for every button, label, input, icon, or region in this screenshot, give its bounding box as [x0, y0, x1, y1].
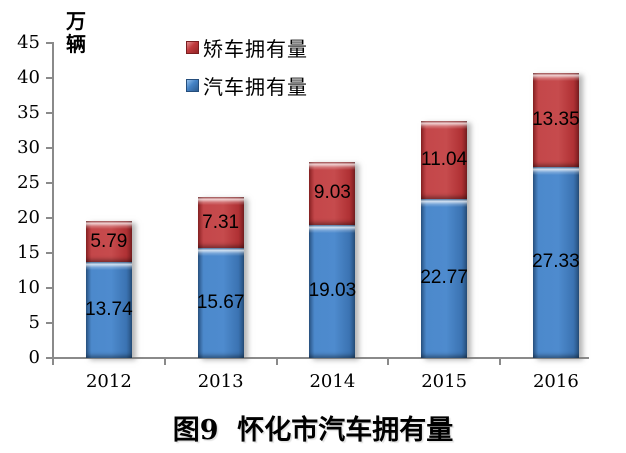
segment-bevel	[532, 166, 579, 175]
data-label: 11.04	[421, 148, 468, 170]
x-axis-line	[52, 357, 589, 359]
y-tick-mark	[46, 147, 52, 149]
y-tick-mark	[46, 217, 52, 219]
legend-swatch-blue-icon	[186, 78, 199, 92]
bar-2013: 7.31 15.67	[197, 197, 244, 358]
segment-bevel	[197, 248, 244, 257]
segment-auto-2014: 19.03	[309, 224, 356, 358]
y-tick-label: 20	[17, 207, 40, 228]
data-label: 9.03	[313, 182, 351, 204]
data-label: 27.33	[532, 251, 580, 273]
y-tick-label: 35	[17, 102, 40, 123]
data-label: 13.74	[85, 298, 133, 320]
legend-item-sedan: 矫车拥有量	[186, 36, 308, 61]
x-axis-label-2012: 2012	[85, 371, 132, 392]
data-label: 13.35	[532, 108, 580, 130]
y-tick-label: 45	[17, 32, 40, 53]
x-tick-mark	[275, 359, 278, 365]
y-tick-mark	[46, 357, 52, 359]
segment-bevel	[309, 224, 356, 233]
segment-auto-2012: 13.74	[85, 261, 133, 358]
y-tick-mark	[46, 112, 52, 114]
data-label: 15.67	[196, 292, 245, 314]
legend: 矫车拥有量 汽车拥有量	[186, 36, 308, 112]
y-tick-label: 30	[17, 137, 40, 158]
x-axis-label-2016: 2016	[532, 371, 579, 392]
segment-auto-2016: 27.33	[532, 166, 580, 358]
y-axis-line	[52, 42, 54, 358]
y-axis-unit-label: 万 辆	[66, 10, 86, 56]
y-axis-unit-line1: 万	[66, 9, 86, 33]
segment-bevel	[421, 121, 468, 130]
segment-auto-2013: 15.67	[197, 248, 244, 358]
x-axis-label-2015: 2015	[421, 371, 468, 392]
segment-bevel	[532, 73, 579, 82]
bar-2012: 5.79 13.74	[85, 221, 133, 358]
x-axis-label-2013: 2013	[197, 371, 244, 392]
data-label: 5.79	[90, 230, 128, 252]
y-tick-mark	[46, 182, 52, 184]
legend-label-sedan: 矫车拥有量	[203, 36, 308, 61]
y-tick-mark	[46, 322, 52, 324]
y-tick-label: 15	[17, 242, 40, 263]
x-tick-mark	[52, 359, 54, 365]
y-tick-label: 25	[17, 172, 40, 193]
segment-auto-2015: 22.77	[420, 198, 468, 358]
x-tick-mark	[163, 359, 166, 365]
data-label: 19.03	[308, 280, 357, 302]
segment-bevel	[421, 198, 468, 207]
segment-bevel	[85, 221, 132, 230]
data-label: 7.31	[202, 211, 240, 233]
bar-2014: 9.03 19.03	[309, 161, 356, 358]
y-tick-label: 10	[17, 277, 40, 298]
y-tick-label: 40	[17, 67, 40, 88]
y-tick-mark	[46, 77, 52, 79]
x-tick-mark	[387, 359, 390, 365]
x-axis-label-2014: 2014	[309, 371, 356, 392]
bar-2016: 13.35 27.33	[532, 73, 580, 358]
segment-sedan-2015: 11.04	[421, 121, 468, 199]
segment-sedan-2014: 9.03	[309, 161, 356, 225]
data-label: 22.77	[420, 267, 468, 289]
segment-sedan-2013: 7.31	[197, 197, 244, 249]
legend-swatch-red-icon	[186, 40, 199, 54]
y-tick-label: 0	[28, 347, 40, 368]
y-tick-mark	[46, 252, 52, 254]
bar-2015: 11.04 22.77	[420, 121, 468, 358]
segment-sedan-2016: 13.35	[532, 73, 580, 167]
chart-title: 图9 怀化市汽车拥有量	[172, 415, 454, 446]
x-tick-mark	[499, 359, 501, 365]
segment-bevel	[197, 197, 244, 206]
y-tick-mark	[46, 42, 52, 44]
legend-label-auto: 汽车拥有量	[203, 74, 308, 99]
legend-item-auto: 汽车拥有量	[186, 74, 308, 99]
segment-bevel	[309, 161, 356, 170]
y-axis-unit-line2: 辆	[66, 32, 86, 56]
y-tick-mark	[46, 287, 52, 289]
segment-sedan-2012: 5.79	[85, 221, 132, 262]
segment-bevel	[85, 261, 132, 270]
y-tick-label: 5	[28, 312, 40, 333]
